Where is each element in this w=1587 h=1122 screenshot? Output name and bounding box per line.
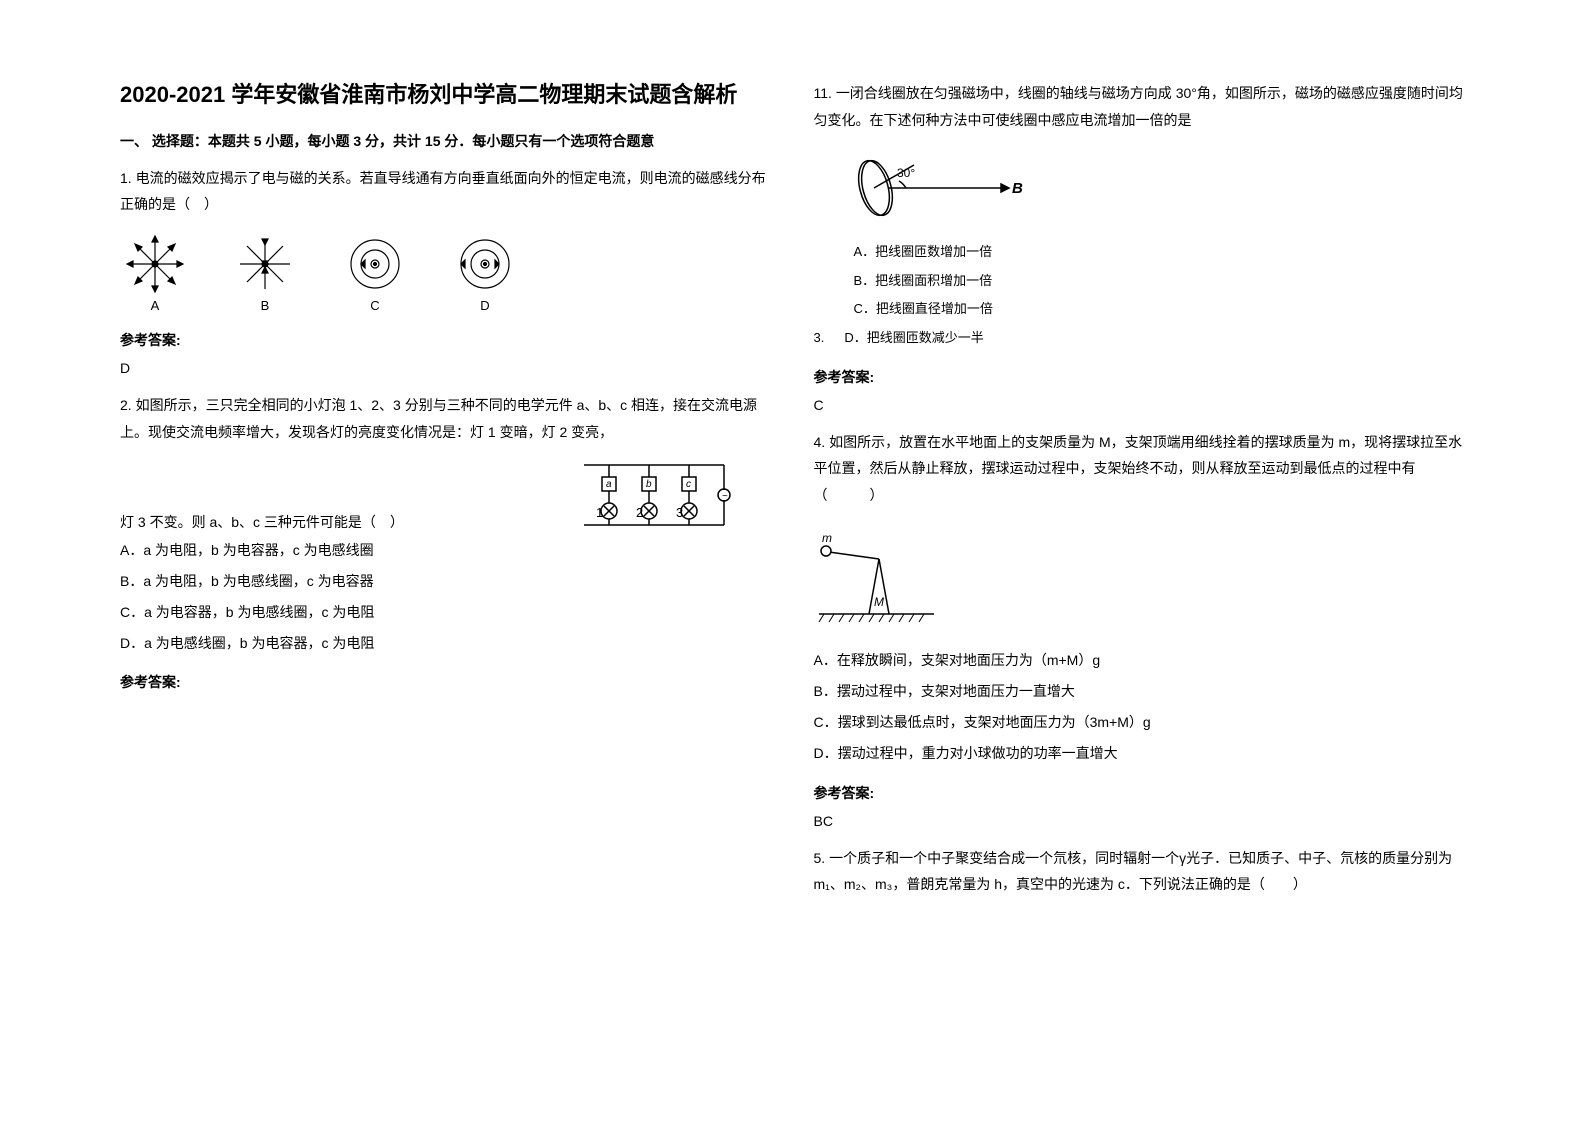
right-column: 11. 一闭合线圈放在匀强磁场中，线圈的轴线与磁场方向成 30°角，如图所示，磁… xyxy=(794,80,1488,1082)
q4-answer: BC xyxy=(814,813,1468,829)
circuit-icon: ~ xyxy=(574,455,734,535)
svg-text:30°: 30° xyxy=(897,166,915,180)
q2-stem2: 灯 3 不变。则 a、b、c 三种元件可能是（ ） xyxy=(120,509,574,536)
pendulum-icon: m M xyxy=(814,534,944,624)
q1-fig-d: D xyxy=(450,234,520,314)
magnetic-field-icon xyxy=(450,234,520,294)
q4-opt-d: D．摆动过程中，重力对小球做功的功率一直增大 xyxy=(814,738,1468,769)
question-4: 4. 如图所示，放置在水平地面上的支架质量为 M，支架顶端用细线拴着的摆球质量为… xyxy=(814,429,1468,829)
svg-text:2: 2 xyxy=(636,505,643,520)
svg-text:M: M xyxy=(874,595,884,609)
q1-label-d: D xyxy=(480,298,489,313)
question-2: 2. 如图所示，三只完全相同的小灯泡 1、2、3 分别与三种不同的电学元件 a、… xyxy=(120,392,774,692)
question-5: 5. 一个质子和一个中子聚变结合成一个氘核，同时辐射一个γ光子．已知质子、中子、… xyxy=(814,845,1468,898)
q3-number: 3. xyxy=(814,324,825,353)
q3-q11: 11. 一闭合线圈放在匀强磁场中，线圈的轴线与磁场方向成 30°角，如图所示，磁… xyxy=(814,80,1468,133)
q3-opt-a: A．把线圈匝数增加一倍 xyxy=(854,238,1468,267)
q1-text: 1. 电流的磁效应揭示了电与磁的关系。若直导线通有方向垂直纸面向外的恒定电流，则… xyxy=(120,165,774,218)
answer-label: 参考答案: xyxy=(120,330,774,350)
q1-fig-b: B xyxy=(230,234,300,314)
q1-fig-c: C xyxy=(340,234,410,314)
exam-title: 2020-2021 学年安徽省淮南市杨刘中学高二物理期末试题含解析 xyxy=(120,80,774,111)
coil-field-icon: 30° B xyxy=(844,153,1024,223)
svg-text:a: a xyxy=(606,479,612,490)
q3-options: A．把线圈匝数增加一倍 B．把线圈面积增加一倍 C．把线圈直径增加一倍 3. D… xyxy=(854,238,1468,352)
q2-opt-c: C．a 为电容器，b 为电感线圈，c 为电阻 xyxy=(120,597,774,628)
q4-text: 4. 如图所示，放置在水平地面上的支架质量为 M，支架顶端用细线拴着的摆球质量为… xyxy=(814,429,1468,509)
magnetic-field-icon xyxy=(120,234,190,294)
q1-figures: A xyxy=(120,234,774,314)
q1-fig-a: A xyxy=(120,234,190,314)
question-3: 11. 一闭合线圈放在匀强磁场中，线圈的轴线与磁场方向成 30°角，如图所示，磁… xyxy=(814,80,1468,413)
answer-label: 参考答案: xyxy=(814,783,1468,803)
answer-label: 参考答案: xyxy=(814,367,1468,387)
question-1: 1. 电流的磁效应揭示了电与磁的关系。若直导线通有方向垂直纸面向外的恒定电流，则… xyxy=(120,165,774,376)
svg-text:1: 1 xyxy=(596,505,603,520)
q3-answer: C xyxy=(814,397,1468,413)
q1-label-a: A xyxy=(151,298,160,313)
q2-opt-d: D．a 为电感线圈，b 为电容器，c 为电阻 xyxy=(120,628,774,659)
svg-text:~: ~ xyxy=(722,491,728,502)
q3-opt-c: C．把线圈直径增加一倍 xyxy=(854,295,1468,324)
svg-text:c: c xyxy=(686,479,691,490)
magnetic-field-icon xyxy=(230,234,300,294)
q1-label-c: C xyxy=(370,298,379,313)
q4-opt-b: B．摆动过程中，支架对地面压力一直增大 xyxy=(814,676,1468,707)
q4-opt-c: C．摆球到达最低点时，支架对地面压力为（3m+M）g xyxy=(814,707,1468,738)
section-1-header: 一、 选择题：本题共 5 小题，每小题 3 分，共计 15 分．每小题只有一个选… xyxy=(120,131,774,151)
q3-opt-d: D．把线圈匝数减少一半 xyxy=(844,324,983,353)
q5-text: 5. 一个质子和一个中子聚变结合成一个氘核，同时辐射一个γ光子．已知质子、中子、… xyxy=(814,845,1468,898)
q2-opt-b: B．a 为电阻，b 为电感线圈，c 为电容器 xyxy=(120,566,774,597)
svg-text:m: m xyxy=(822,534,832,545)
svg-text:B: B xyxy=(1012,180,1023,197)
q1-label-b: B xyxy=(261,298,270,313)
q4-opt-a: A．在释放瞬间，支架对地面压力为（m+M）g xyxy=(814,645,1468,676)
svg-text:3: 3 xyxy=(676,505,683,520)
answer-label: 参考答案: xyxy=(120,672,774,692)
q2-stem1: 2. 如图所示，三只完全相同的小灯泡 1、2、3 分别与三种不同的电学元件 a、… xyxy=(120,392,774,445)
left-column: 2020-2021 学年安徽省淮南市杨刘中学高二物理期末试题含解析 一、 选择题… xyxy=(100,80,794,1082)
magnetic-field-icon xyxy=(340,234,410,294)
svg-text:b: b xyxy=(646,479,652,490)
q2-opt-a: A．a 为电阻，b 为电容器，c 为电感线圈 xyxy=(120,535,774,566)
q1-answer: D xyxy=(120,360,774,376)
q3-opt-b: B．把线圈面积增加一倍 xyxy=(854,267,1468,296)
